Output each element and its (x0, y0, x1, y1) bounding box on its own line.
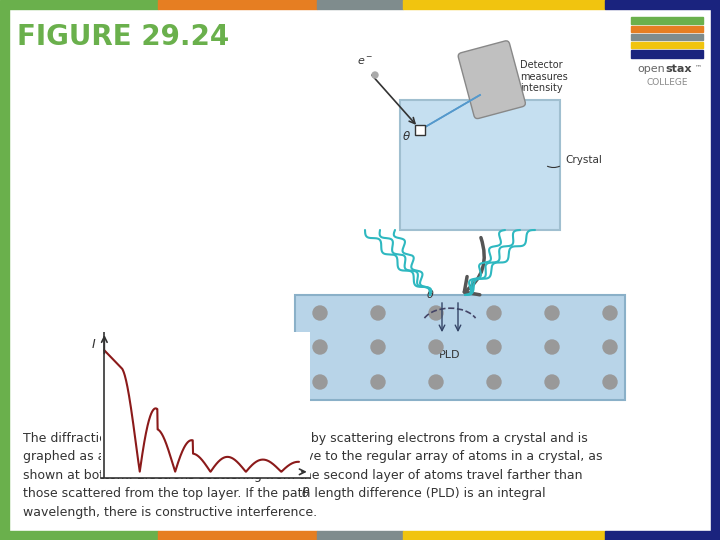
Bar (317, 531, 403, 540)
Bar (158, 0, 317, 9)
Text: COLLEGE: COLLEGE (647, 78, 688, 87)
Text: Expanded view: Expanded view (208, 342, 287, 353)
Text: $\theta$: $\theta$ (426, 288, 434, 300)
Bar (0, 0, 158, 9)
Bar (415, 125, 425, 135)
Text: open: open (638, 64, 665, 74)
Circle shape (545, 340, 559, 354)
Circle shape (429, 375, 443, 389)
Bar (403, 531, 605, 540)
Bar (0, 9, 9, 531)
Bar (631, 42, 703, 48)
Bar (631, 34, 703, 40)
Circle shape (603, 306, 617, 320)
Bar (158, 531, 317, 540)
FancyBboxPatch shape (458, 41, 526, 119)
Bar (631, 26, 703, 32)
Text: $e^-$: $e^-$ (357, 56, 373, 67)
Bar (403, 0, 605, 9)
Bar (400, 100, 560, 230)
Circle shape (487, 375, 501, 389)
Bar (605, 0, 720, 9)
Text: Crystal: Crystal (565, 155, 602, 165)
Circle shape (429, 340, 443, 354)
Circle shape (371, 375, 385, 389)
Circle shape (603, 340, 617, 354)
Text: FIGURE 29.24: FIGURE 29.24 (17, 23, 229, 51)
Circle shape (371, 306, 385, 320)
Circle shape (545, 306, 559, 320)
Circle shape (487, 306, 501, 320)
Bar (605, 531, 720, 540)
Bar (295, 295, 625, 400)
Bar (711, 9, 720, 531)
FancyArrowPatch shape (464, 238, 485, 295)
Text: $\theta$: $\theta$ (402, 130, 411, 143)
Text: PLD: PLD (439, 350, 461, 360)
Circle shape (372, 72, 378, 78)
Circle shape (371, 340, 385, 354)
Circle shape (429, 306, 443, 320)
Circle shape (545, 375, 559, 389)
Circle shape (313, 375, 327, 389)
Bar (631, 50, 703, 58)
Circle shape (487, 340, 501, 354)
Text: I: I (92, 338, 96, 351)
Text: ™: ™ (696, 64, 703, 70)
Circle shape (313, 340, 327, 354)
Bar (0, 531, 158, 540)
Bar (317, 0, 403, 9)
Text: $\theta$: $\theta$ (302, 487, 311, 501)
Text: The diffraction pattern at top left is produced by scattering electrons from a c: The diffraction pattern at top left is p… (22, 432, 602, 519)
Bar (631, 17, 703, 24)
Text: Detector
measures
intensity: Detector measures intensity (520, 60, 568, 93)
Circle shape (603, 375, 617, 389)
Text: stax: stax (665, 64, 692, 74)
Circle shape (313, 306, 327, 320)
